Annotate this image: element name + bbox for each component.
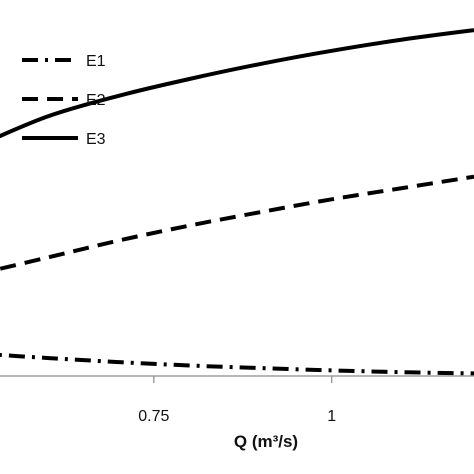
x-axis-title: Q (m³/s) — [234, 432, 298, 451]
series-line-e3 — [0, 28, 474, 139]
x-ticks: 0.75 1 — [138, 376, 336, 425]
legend: E1 E2 E3 — [22, 53, 106, 148]
legend-label-e3: E3 — [86, 131, 106, 148]
legend-label-e1: E1 — [86, 53, 106, 70]
series-line-e1 — [0, 352, 474, 376]
x-tick-label: 1 — [327, 408, 336, 425]
legend-label-e2: E2 — [86, 92, 106, 109]
series-line-e2 — [0, 174, 474, 271]
series-layer — [0, 28, 474, 376]
x-tick-label: 0.75 — [138, 408, 169, 425]
